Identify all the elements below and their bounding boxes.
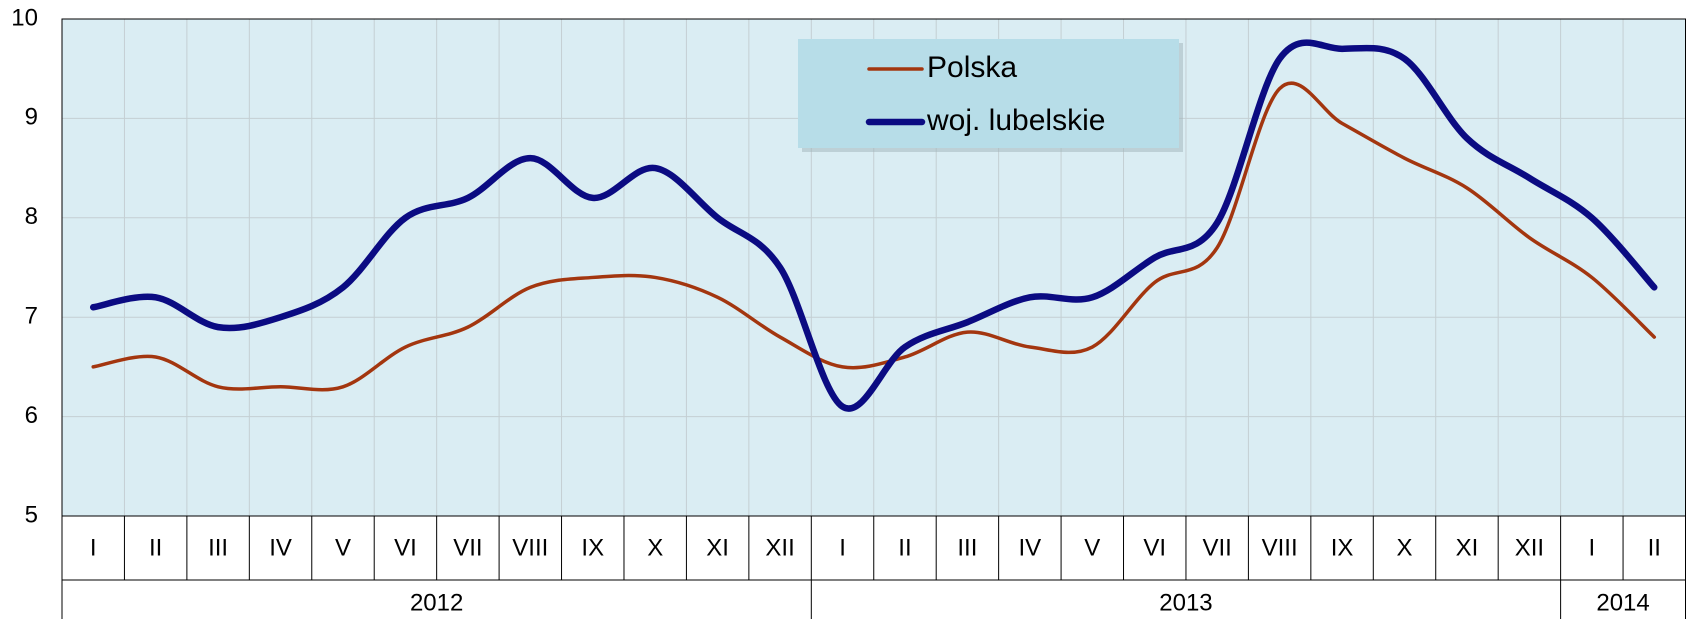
- x-tick-label: VII: [1203, 534, 1232, 561]
- x-tick-label: III: [957, 534, 977, 561]
- x-tick-label: II: [1648, 534, 1661, 561]
- x-group-label: 2012: [410, 589, 463, 616]
- x-tick-label: V: [1084, 534, 1100, 561]
- x-tick-label: XI: [1456, 534, 1479, 561]
- x-tick-label: I: [1589, 534, 1596, 561]
- y-tick-label: 5: [25, 501, 38, 528]
- x-group-label: 2014: [1596, 589, 1649, 616]
- x-tick-label: IV: [269, 534, 292, 561]
- x-tick-label: VI: [1143, 534, 1166, 561]
- x-tick-label: I: [839, 534, 846, 561]
- x-tick-label: I: [90, 534, 97, 561]
- x-tick-label: IX: [581, 534, 604, 561]
- x-tick-label: VIII: [1262, 534, 1298, 561]
- x-tick-label: X: [1397, 534, 1413, 561]
- y-tick-label: 8: [25, 203, 38, 230]
- x-tick-label: III: [208, 534, 228, 561]
- series-line: [89, 39, 1658, 412]
- x-tick-label: XII: [1515, 534, 1544, 561]
- x-tick-label: IV: [1019, 534, 1042, 561]
- x-tick-label: X: [647, 534, 663, 561]
- x-tick-label: II: [898, 534, 911, 561]
- y-tick-label: 7: [25, 303, 38, 330]
- y-tick-label: 6: [25, 402, 38, 429]
- legend-label: woj. lubelskie: [926, 104, 1105, 137]
- y-tick-label: 10: [11, 4, 38, 31]
- x-tick-label: VI: [394, 534, 417, 561]
- legend-label: Polska: [927, 51, 1017, 84]
- x-tick-label: VII: [453, 534, 482, 561]
- legend: [798, 39, 1179, 148]
- y-tick-label: 9: [25, 104, 38, 131]
- x-group-label: 2013: [1159, 589, 1212, 616]
- x-tick-label: V: [335, 534, 351, 561]
- x-tick-label: VIII: [512, 534, 548, 561]
- x-tick-label: II: [149, 534, 162, 561]
- x-tick-label: XII: [765, 534, 794, 561]
- series-line: [91, 81, 1657, 392]
- x-tick-label: IX: [1331, 534, 1354, 561]
- x-tick-label: XI: [706, 534, 729, 561]
